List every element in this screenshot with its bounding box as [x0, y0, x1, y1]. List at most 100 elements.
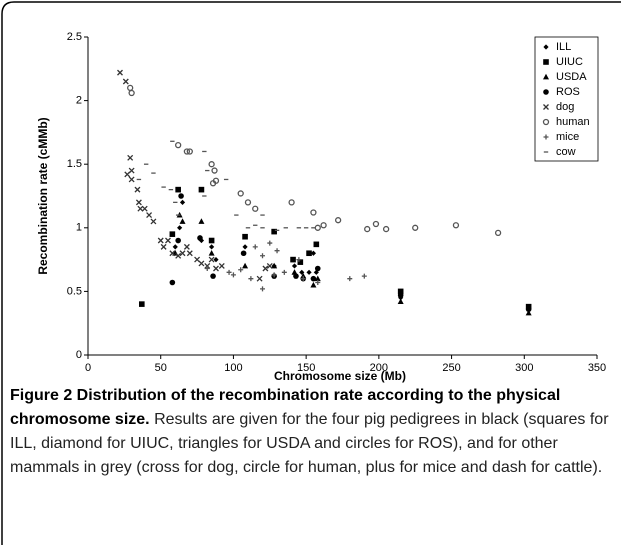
marker: [296, 257, 302, 263]
marker-part: [252, 244, 258, 250]
marker: [198, 186, 205, 193]
marker-part: [186, 250, 193, 257]
marker: [135, 199, 142, 206]
marker-part: [183, 243, 190, 250]
marker: [137, 205, 144, 212]
marker: [306, 269, 312, 275]
marker-part: [139, 301, 145, 307]
marker: [543, 59, 549, 65]
marker: [542, 118, 550, 126]
marker-part: [252, 205, 259, 212]
marker-part: [260, 253, 266, 259]
marker-part: [175, 237, 181, 244]
marker-part: [175, 252, 182, 259]
marker: [310, 250, 317, 256]
marker-part: [238, 267, 244, 273]
marker-part: [204, 266, 210, 272]
marker: [179, 250, 186, 257]
marker: [186, 250, 193, 257]
marker-part: [135, 199, 142, 206]
marker-part: [213, 257, 219, 263]
marker-part: [271, 228, 277, 235]
marker: [141, 205, 148, 212]
marker-part: [128, 167, 135, 174]
legend-label: USDA: [556, 71, 587, 83]
marker-part: [175, 141, 182, 149]
marker-part: [169, 231, 176, 237]
marker-part: [177, 225, 183, 231]
marker: [372, 220, 380, 228]
marker: [543, 44, 549, 50]
marker-part: [306, 250, 312, 257]
marker-part: [543, 59, 549, 65]
marker: [306, 250, 312, 257]
marker: [256, 275, 263, 282]
marker-part: [186, 148, 193, 155]
marker-part: [128, 176, 135, 183]
marker: [177, 225, 183, 231]
marker: [525, 306, 532, 313]
marker: [212, 177, 220, 184]
marker: [208, 256, 215, 263]
marker-part: [178, 193, 184, 199]
marker-part: [198, 218, 205, 224]
marker-part: [310, 209, 317, 216]
marker-part: [525, 306, 532, 313]
marker-part: [314, 224, 321, 231]
marker-part: [242, 233, 248, 240]
marker-part: [172, 244, 178, 250]
marker: [288, 199, 295, 206]
marker: [128, 176, 135, 183]
marker-part: [291, 263, 298, 269]
marker: [186, 148, 193, 155]
marker-part: [300, 276, 306, 282]
marker-part: [242, 262, 249, 269]
marker: [543, 89, 549, 95]
marker-part: [169, 250, 176, 257]
x-tick-label: 100: [224, 362, 242, 374]
y-tick-label: 2.5: [67, 31, 82, 43]
marker-part: [290, 256, 296, 263]
marker-part: [146, 212, 153, 219]
marker: [452, 222, 460, 229]
marker: [128, 167, 135, 174]
x-tick-label: 0: [85, 362, 91, 374]
legend-item: ILL: [543, 41, 571, 53]
marker: [175, 252, 182, 259]
marker: [397, 292, 404, 299]
marker: [242, 244, 248, 250]
marker: [271, 228, 277, 235]
marker-part: [412, 224, 419, 231]
marker: [297, 259, 304, 265]
caption: Figure 2 Distribution of the recombinati…: [10, 384, 610, 480]
marker-part: [150, 218, 157, 225]
x-tick-label: 150: [297, 362, 315, 374]
marker: [314, 224, 321, 231]
marker-part: [361, 273, 367, 279]
marker: [127, 84, 134, 92]
legend-label: mice: [556, 131, 579, 143]
marker-part: [211, 167, 218, 174]
marker: [210, 273, 216, 279]
marker-part: [137, 205, 144, 212]
marker-part: [209, 244, 215, 250]
marker-part: [397, 298, 404, 304]
marker: [208, 161, 215, 168]
marker: [198, 218, 205, 224]
marker-part: [237, 190, 244, 197]
marker-part: [183, 148, 191, 155]
marker-part: [296, 257, 302, 263]
marker-part: [226, 269, 232, 275]
marker: [267, 240, 273, 246]
marker: [179, 218, 186, 224]
marker-part: [127, 154, 134, 161]
marker: [197, 235, 203, 241]
marker-part: [134, 186, 141, 193]
marker-part: [525, 309, 532, 316]
marker-part: [334, 217, 342, 224]
marker: [310, 209, 317, 216]
legend-label: human: [556, 116, 590, 128]
y-tick-label: 0: [76, 349, 82, 361]
marker-part: [169, 279, 176, 286]
